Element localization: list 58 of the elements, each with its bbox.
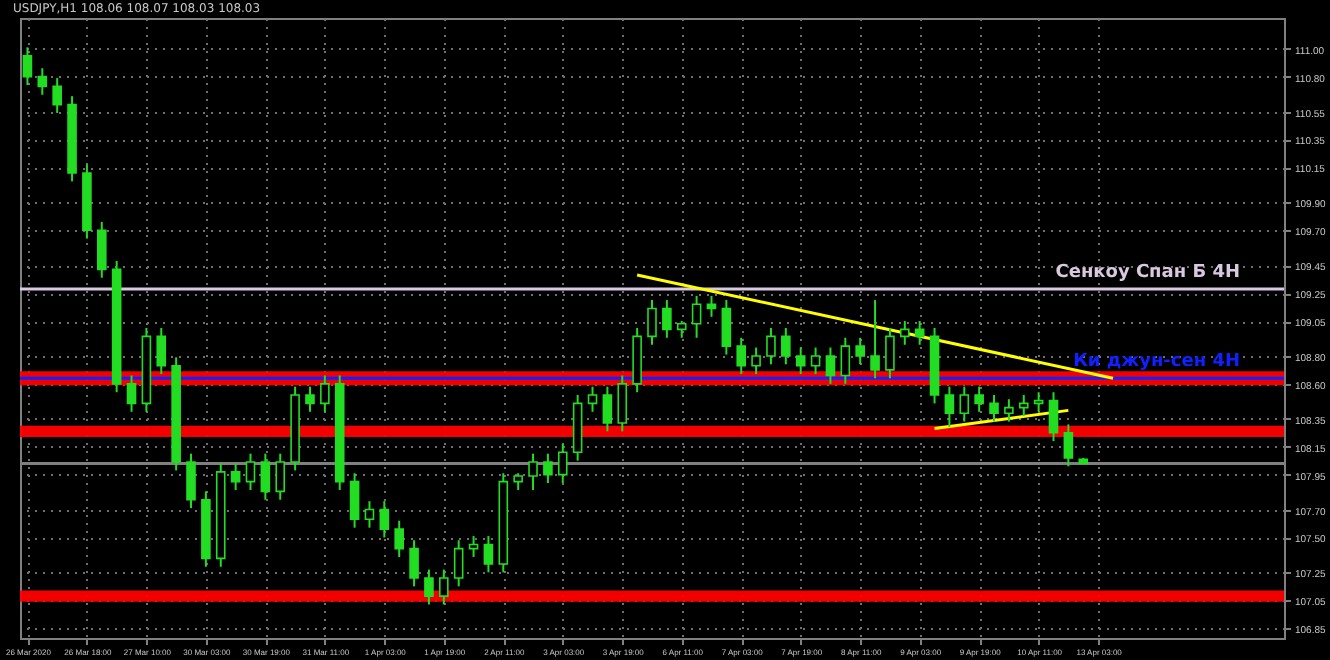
candlestick [914,320,925,346]
candlestick [825,346,836,385]
candlestick [260,452,271,501]
candlestick [230,462,241,491]
candlestick [37,67,48,96]
ref-line-label: Ки джун-сен 4Н [1073,352,1240,373]
candlestick [379,500,390,539]
candlestick [602,385,613,433]
candlestick [22,46,33,87]
candlestick [275,452,286,501]
candlestick [885,327,895,380]
candlestick [52,77,62,114]
candlestick [647,299,657,346]
candlestick [1004,398,1014,423]
candlestick [245,452,256,491]
candlestick [840,336,851,385]
candlestick [736,336,747,376]
candlestick [766,327,776,366]
candlestick [1033,391,1044,413]
candlestick [989,394,999,423]
candlestick [186,452,196,510]
candlestick [662,299,672,339]
candlestick [543,452,553,484]
ref-line-label: Сенкоу Спан Б 4Н [1055,262,1240,283]
candlestick [617,374,628,433]
candlestick [439,568,449,606]
candlestick [795,346,806,376]
candlestick [944,385,955,429]
candlestick [528,452,538,491]
candlestick [691,294,702,339]
candlestick [424,568,434,606]
candlestick [364,500,375,529]
candlestick [721,299,732,356]
candlestick [409,539,419,588]
candlestick [453,539,464,588]
candlestick [1048,391,1059,443]
candlestick [1063,423,1074,468]
candlestick [394,519,404,559]
candlestick [96,220,107,279]
candlestick [781,327,791,366]
candlestick [632,327,642,394]
candlestick [156,327,167,376]
candlestick [305,385,315,413]
candlestick [751,346,761,376]
candlestick [320,374,330,413]
candlestick [483,535,494,574]
candlestick [587,385,598,413]
candlestick [870,299,880,380]
candlestick [557,442,568,484]
candlestick [349,472,360,529]
candlestick [959,385,970,423]
candlestick [974,385,984,413]
candlestick [706,294,717,318]
candlestick [810,346,821,376]
candlestick [855,336,865,366]
candlestick [126,374,137,413]
candlestick [1018,394,1029,417]
candlestick [900,320,910,346]
